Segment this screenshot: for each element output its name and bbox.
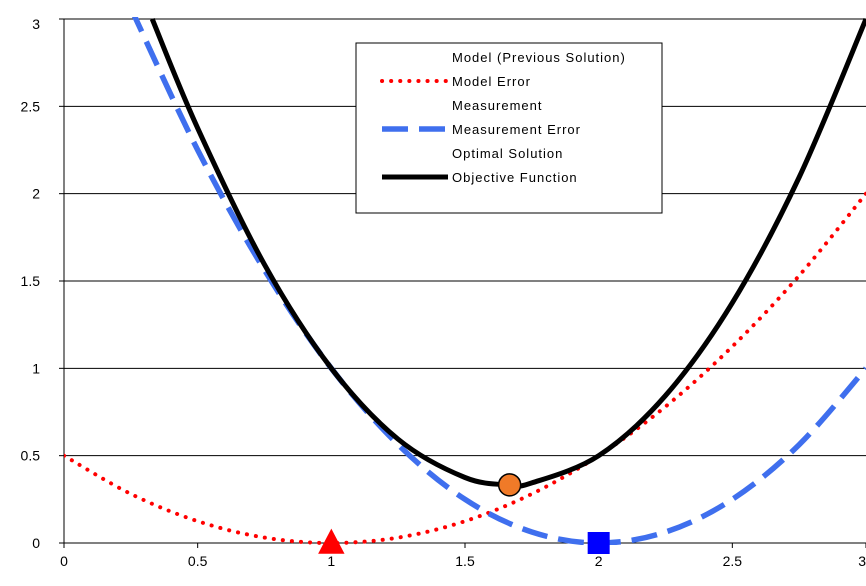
legend-label: Measurement [452,98,542,113]
y-tick-label: 0 [32,535,40,551]
legend-label: Optimal Solution [452,146,563,161]
legend-label: Model (Previous Solution) [452,50,626,65]
data-point-optimal-solution-0 [497,473,522,497]
data-point-model-previous-solution--0 [318,528,345,554]
x-tick-label: 2.5 [723,553,743,569]
legend-label: Measurement Error [452,122,581,137]
data-point-measurement-0 [587,532,610,554]
series-line-model-error [64,191,866,545]
x-tick-label: 1.5 [455,553,475,569]
y-tick-label: 3 [32,16,40,32]
series-line-measurement-error [131,17,866,545]
y-tick-label: 1.5 [21,273,41,289]
y-tick-label: 1 [32,360,40,376]
x-tick-label: 0 [60,553,68,569]
x-tick-label: 3 [858,553,866,569]
legend-label: Model Error [452,74,531,89]
y-tick-label: 0.5 [21,448,41,464]
legend: Model (Previous Solution) Model Error Meas… [355,42,663,214]
y-tick-label: 2.5 [21,98,41,114]
x-tick-label: 0.5 [188,553,208,569]
legend-label: Objective Function [452,170,578,185]
y-tick-label: 2 [32,186,40,202]
tick-labels: 0 0.5 1 1.5 2 2.5 3 0 0.5 1 1.5 2 2.5 3 [21,16,866,569]
x-tick-label: 2 [595,553,603,569]
x-tick-label: 1 [327,553,335,569]
